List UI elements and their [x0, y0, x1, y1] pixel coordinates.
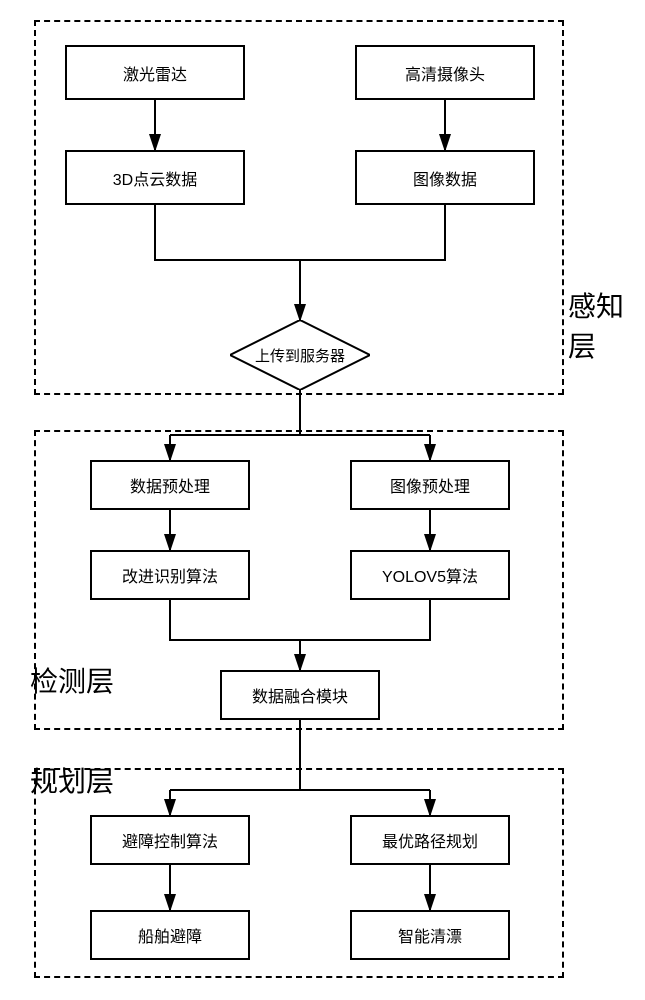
node-smartclean: 智能清漂 — [350, 910, 510, 960]
node-datapre: 数据预处理 — [90, 460, 250, 510]
node-obsalgo: 避障控制算法 — [90, 815, 250, 865]
node-camera: 高清摄像头 — [355, 45, 535, 100]
layer-perception-label: 感知层 — [568, 285, 645, 365]
node-imagedata: 图像数据 — [355, 150, 535, 205]
node-pathplan: 最优路径规划 — [350, 815, 510, 865]
node-yolov5: YOLOV5算法 — [350, 550, 510, 600]
node-improvealgo: 改进识别算法 — [90, 550, 250, 600]
node-lidar: 激光雷达 — [65, 45, 245, 100]
node-pointcloud: 3D点云数据 — [65, 150, 245, 205]
layer-planning-label: 规划层 — [30, 760, 114, 800]
node-upload: 上传到服务器 — [230, 320, 370, 390]
node-shipavoid: 船舶避障 — [90, 910, 250, 960]
node-fusion: 数据融合模块 — [220, 670, 380, 720]
node-upload-label: 上传到服务器 — [230, 320, 370, 390]
node-imgpre: 图像预处理 — [350, 460, 510, 510]
layer-detection-label: 检测层 — [30, 660, 114, 700]
